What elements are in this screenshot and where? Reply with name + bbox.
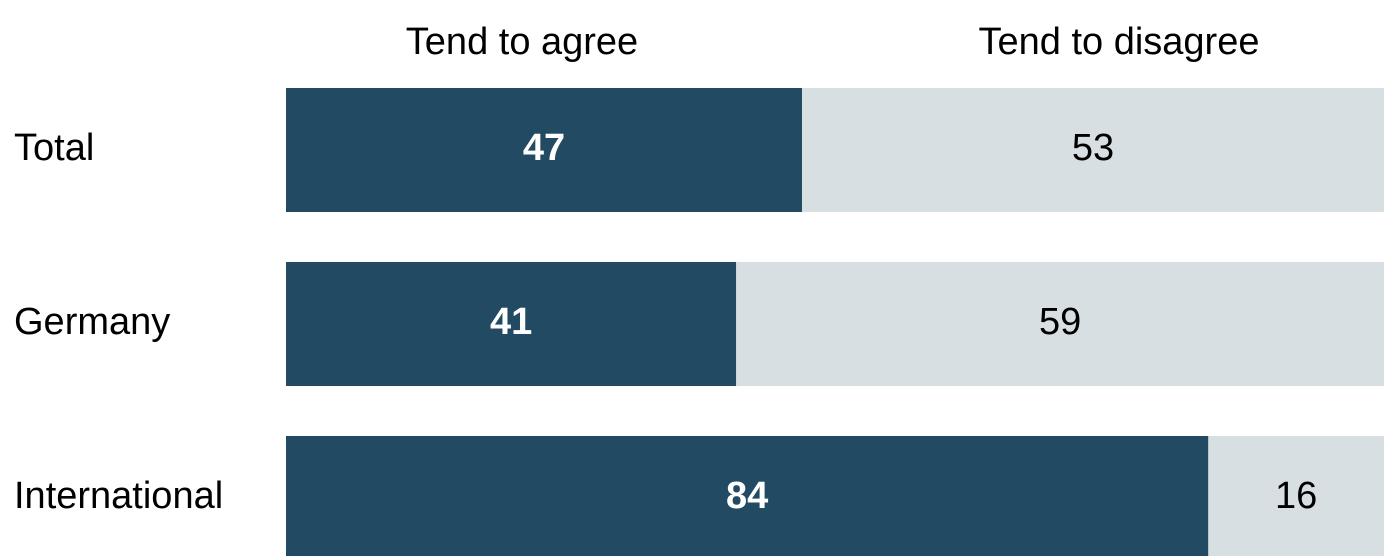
- bar-international-agree: [286, 436, 1209, 556]
- value-label-total-disagree: 53: [1072, 127, 1114, 169]
- value-label-germany-disagree: 59: [1039, 301, 1081, 343]
- bar-germany-agree: [286, 262, 737, 386]
- value-label-international-agree: 84: [726, 475, 768, 517]
- value-label-total-agree: 47: [523, 127, 565, 169]
- bar-total-agree: [286, 88, 803, 212]
- category-label-germany: Germany: [14, 301, 170, 343]
- legend-label-disagree: Tend to disagree: [979, 21, 1260, 63]
- value-labels: 47 53 41 59 84 16: [490, 127, 1317, 517]
- value-label-germany-agree: 41: [490, 301, 532, 343]
- value-label-international-disagree: 16: [1275, 475, 1317, 517]
- bar-total-disagree: [802, 88, 1384, 212]
- bar-international-disagree: [1208, 436, 1384, 556]
- category-label-total: Total: [14, 127, 94, 169]
- legend-label-agree: Tend to agree: [406, 21, 638, 63]
- legend: Tend to agree Tend to disagree: [406, 21, 1260, 63]
- bars: [286, 88, 1384, 556]
- category-label-international: International: [14, 475, 223, 517]
- bar-germany-disagree: [736, 262, 1384, 386]
- category-labels: Total Germany International: [14, 127, 223, 517]
